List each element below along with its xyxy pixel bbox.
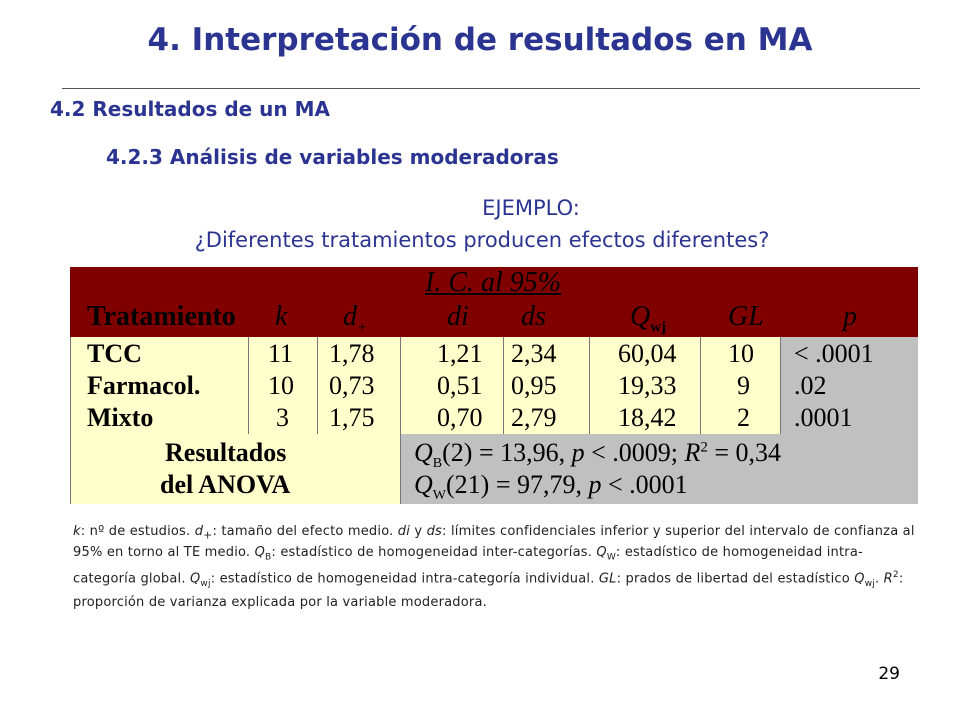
col-header-gl: GL [728,301,764,332]
anova-label-bg [70,434,400,504]
table-cell: 0,51 [437,371,483,400]
table-cell: 10 [728,339,754,368]
p-column-bg [780,337,918,434]
results-table: I. C. al 95% Tratamiento k d+ di ds Qwj … [70,267,918,504]
table-cell: 2 [737,403,750,432]
col-header-p: p [843,301,857,332]
anova-label-line1: Resultados [165,438,287,467]
table-header [70,267,918,337]
table-cell: .0001 [794,403,853,432]
table-cell: 18,42 [618,403,677,432]
ci-header: I. C. al 95% [425,267,562,298]
col-header-q: Qwj [630,301,667,336]
col-header-tratamiento: Tratamiento [87,301,236,332]
table-cell: < .0001 [794,339,874,368]
section-heading: 4.2 Resultados de un MA [50,97,330,121]
table-cell: 0,70 [437,403,483,432]
table-cell: 19,33 [618,371,677,400]
table-cell: 0,73 [329,371,375,400]
col-header-ds: ds [521,301,546,332]
example-label: EJEMPLO: [482,196,580,220]
table-cell: 60,04 [618,339,677,368]
subsection-heading: 4.2.3 Análisis de variables moderadoras [106,145,559,169]
table-cell: 1,75 [329,403,375,432]
table-cell: 11 [268,339,294,368]
table-row-mixto-label: Mixto [87,403,154,432]
col-header-d: d+ [343,301,368,336]
table-cell: 1,21 [437,339,483,368]
table-cell: .02 [794,371,827,400]
table-cell: 1,78 [329,339,375,368]
col-header-di: di [447,301,469,332]
table-row-farmacol-label: Farmacol. [87,371,201,400]
example-question: ¿Diferentes tratamientos producen efecto… [194,228,770,252]
table-body-bg [70,337,780,434]
table-cell: 10 [268,371,294,400]
table-cell: 3 [276,403,289,432]
table-footnote: k: nº de estudios. d+: tamaño del efecto… [73,524,915,610]
slide-title: 4. Interpretación de resultados en MA [147,22,813,58]
table-row-tcc-label: TCC [87,339,142,368]
col-header-k: k [275,301,288,332]
anova-label-line2: del ANOVA [160,470,291,499]
anova-result-between: QB(2) = 13,96, p < .0009; R2 = 0,34 [414,438,782,472]
title-divider [62,88,920,89]
anova-results-bg [400,434,918,504]
table-cell: 0,95 [511,371,557,400]
table-cell: 9 [737,371,750,400]
table-cell: 2,79 [511,403,557,432]
page-number: 29 [878,664,900,684]
anova-result-within: QW(21) = 97,79, p < .0001 [414,470,688,504]
table-cell: 2,34 [511,339,557,368]
